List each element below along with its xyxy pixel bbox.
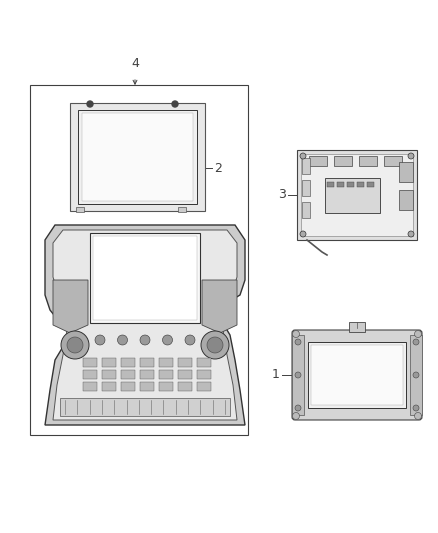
Bar [302,180,310,196]
Bar [102,358,116,367]
Bar [78,110,197,204]
Circle shape [207,337,223,353]
Bar [308,342,406,408]
Bar [159,370,173,379]
Circle shape [185,335,195,345]
Bar [302,202,310,218]
Bar [301,154,413,236]
Text: 1: 1 [272,368,280,382]
Bar [83,358,97,367]
Circle shape [295,405,301,411]
Bar [60,398,230,416]
Bar [309,156,327,166]
Circle shape [408,153,414,159]
Polygon shape [53,230,237,420]
Circle shape [408,231,414,237]
Bar [83,370,97,379]
Bar [292,335,304,415]
FancyBboxPatch shape [292,330,422,420]
Circle shape [293,330,300,337]
Bar [140,370,154,379]
Circle shape [87,101,93,107]
Bar [121,370,135,379]
Circle shape [414,330,421,337]
Bar [178,382,192,391]
Bar [349,322,365,332]
Bar [121,382,135,391]
Bar [140,358,154,367]
Bar [159,382,173,391]
Circle shape [201,331,229,359]
Bar [159,358,173,367]
Circle shape [67,337,83,353]
Circle shape [413,372,419,378]
Text: 3: 3 [278,189,286,201]
Bar [302,158,310,174]
Bar [197,358,211,367]
Circle shape [117,335,127,345]
Text: 4: 4 [131,57,139,70]
Circle shape [300,153,306,159]
Polygon shape [202,280,237,333]
Bar [121,358,135,367]
Bar [178,358,192,367]
Bar [334,156,352,166]
Bar [399,190,413,210]
Circle shape [295,339,301,345]
Circle shape [140,335,150,345]
Bar [367,182,374,187]
Bar [102,382,116,391]
Bar [359,156,377,166]
Circle shape [61,331,89,359]
Bar [327,182,334,187]
Bar [90,233,200,323]
Bar [197,382,211,391]
Bar [178,370,192,379]
Bar [410,335,422,415]
Bar [102,370,116,379]
Circle shape [162,335,173,345]
Circle shape [413,405,419,411]
Bar [70,103,205,211]
Bar [325,178,380,213]
Bar [83,382,97,391]
Circle shape [414,413,421,419]
Bar [399,162,413,182]
Bar [384,156,402,166]
Bar [337,182,344,187]
Bar [347,182,354,187]
Bar [82,113,193,201]
Circle shape [300,231,306,237]
Bar [197,370,211,379]
Bar [178,207,186,212]
Text: 2: 2 [214,161,222,174]
Bar [297,150,417,240]
Circle shape [95,335,105,345]
Bar [311,345,403,405]
Polygon shape [53,280,88,333]
Circle shape [295,372,301,378]
Bar [140,382,154,391]
Circle shape [172,101,178,107]
Polygon shape [45,225,245,425]
Bar [30,85,248,435]
Bar [76,207,84,212]
Circle shape [293,413,300,419]
Bar [93,236,197,320]
Bar [357,182,364,187]
Circle shape [413,339,419,345]
